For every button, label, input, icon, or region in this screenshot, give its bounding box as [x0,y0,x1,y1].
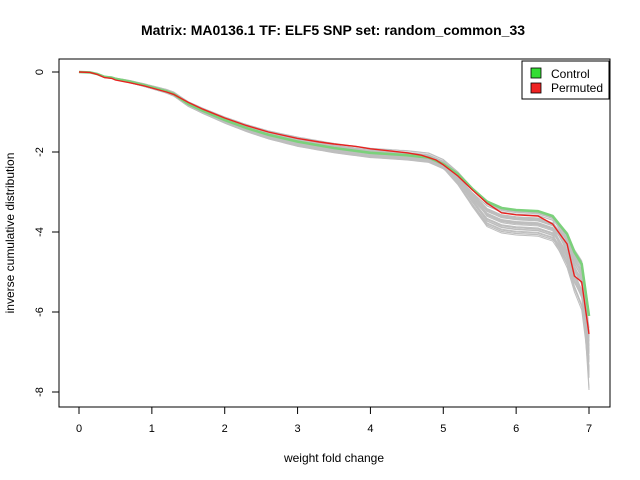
x-tick-label: 3 [295,423,301,435]
x-tick-label: 5 [440,423,446,435]
x-tick-label: 0 [76,423,82,435]
background-curve [78,71,590,331]
background-curve [78,71,590,342]
background-curve [78,71,590,337]
x-axis-label: weight fold change [283,451,384,465]
chart-title: Matrix: MA0136.1 TF: ELF5 SNP set: rando… [141,22,525,38]
y-tick-label: -4 [34,227,46,237]
background-curve [78,71,590,359]
y-axis-label: inverse cumulative distribution [3,153,17,314]
y-axis: 0 -2 -4 -6 -8 [34,69,60,397]
background-curve [78,71,590,338]
legend-label-control: Control [551,67,590,81]
series-curves [78,70,591,335]
legend-box [521,60,610,100]
x-tick-label: 1 [149,423,155,435]
x-tick-label: 2 [222,423,228,435]
background-curve [78,71,590,338]
background-curve [78,71,590,337]
background-curve [78,71,590,335]
background-curve [78,71,590,378]
background-curve [78,71,590,313]
legend-swatch-control [530,67,542,79]
y-tick-label: -8 [34,387,46,397]
series-line-permuted [78,71,590,335]
x-tick-label: 4 [367,423,373,435]
background-curve [78,71,590,354]
x-axis: 0 1 2 3 4 5 6 7 [76,406,592,435]
background-curve [78,71,590,333]
background-curve [78,71,590,313]
background-curve [78,71,590,341]
background-curve [78,71,590,378]
legend: Control Permuted [521,60,610,100]
background-curve [78,71,590,328]
y-tick-label: 0 [34,69,46,75]
background-curve [78,71,590,374]
y-tick-label: -6 [34,307,46,317]
legend-label-permuted: Permuted [551,81,603,95]
series-line-control [78,70,591,317]
background-curve [78,71,590,369]
x-tick-label: 6 [513,423,519,435]
background-curves [78,71,590,391]
x-tick-label: 7 [586,423,592,435]
background-curve [78,71,590,342]
background-curve [78,71,590,389]
legend-swatch-permuted [530,82,542,94]
background-curve [78,71,590,360]
background-curve [78,71,590,337]
y-tick-label: -2 [34,147,46,157]
